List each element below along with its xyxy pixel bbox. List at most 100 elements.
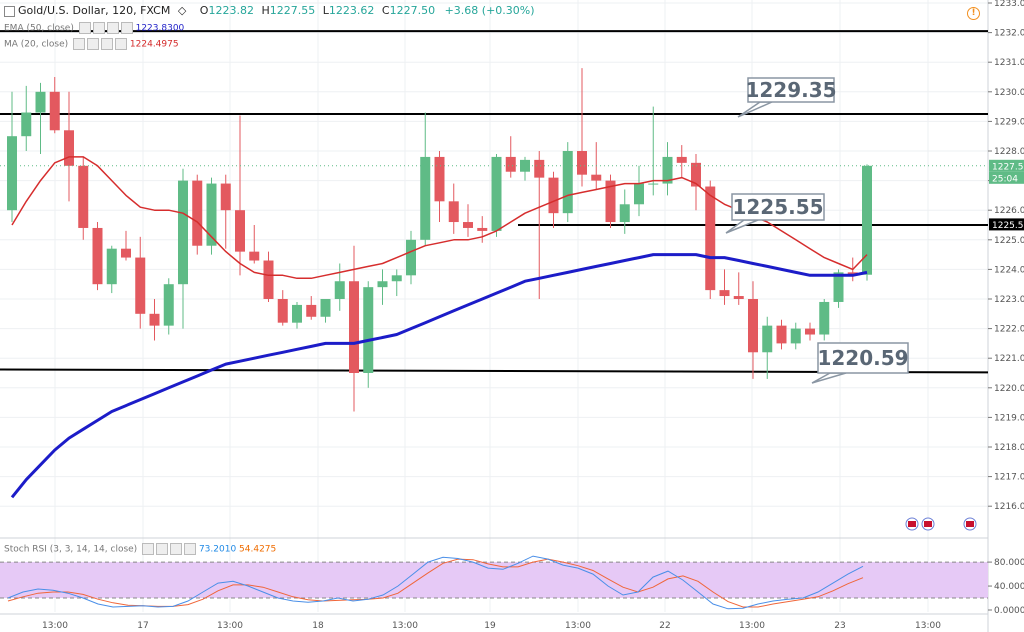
candle-bearish <box>705 186 716 291</box>
close-value: 1227.50 <box>389 4 436 17</box>
close-icon[interactable] <box>120 22 133 34</box>
price-label: 1230.00 <box>994 88 1024 98</box>
lock-icon[interactable] <box>106 22 119 34</box>
stoch-rsi-band <box>0 561 988 599</box>
price-label: 1223.00 <box>994 295 1024 305</box>
symbol-legend: Gold/U.S. Dollar, 120, FXCM ◇ O1223.82 H… <box>18 4 535 17</box>
last-price-label: 1227.50 <box>992 162 1024 172</box>
candle-bullish <box>648 183 659 185</box>
candle-bullish <box>320 299 331 317</box>
level-tag <box>989 218 1024 231</box>
ma-line <box>11 156 868 280</box>
stoch-d-value: 54.4275 <box>239 544 277 555</box>
ema-line <box>10 253 868 499</box>
candle-bearish <box>477 227 488 231</box>
time-label: 17 <box>137 621 148 631</box>
price-label: 1216.00 <box>994 502 1024 512</box>
callout-box <box>817 342 909 374</box>
stoch-legend[interactable]: Stoch RSI (3, 3, 14, 14, close) 73.2010 … <box>4 543 276 555</box>
candle-bearish <box>235 210 245 252</box>
collapse-icon[interactable] <box>4 6 15 17</box>
candle-bullish <box>106 248 117 285</box>
candle-bearish <box>463 222 473 228</box>
countdown-label: 25:04 <box>992 174 1018 184</box>
settings-icon[interactable] <box>156 543 169 555</box>
price-label: 1231.00 <box>994 58 1024 68</box>
candle-bullish <box>178 180 188 285</box>
price-annotations[interactable]: 1229.35 1225.55 1220.59 <box>725 77 909 384</box>
stoch-k-value: 73.2010 <box>198 544 237 555</box>
candlestick-series <box>0 68 988 412</box>
alert-icon[interactable]: ! <box>967 7 980 20</box>
economic-event-icon[interactable] <box>921 517 935 531</box>
axes: 1233.00 1232.00 1231.00 1230.00 1229.00 1228.… <box>42 0 1024 632</box>
economic-event-icon[interactable] <box>905 517 919 531</box>
visibility-icon[interactable] <box>78 22 91 34</box>
price-label: 1224.00 <box>994 265 1024 275</box>
visibility-icon[interactable] <box>73 38 86 50</box>
settings-icon[interactable] <box>92 22 105 34</box>
ma-value: 1224.4975 <box>129 39 179 50</box>
price-callout[interactable]: 1220.59 <box>811 342 909 384</box>
time-label: 13:00 <box>42 621 68 631</box>
economic-event-icon[interactable] <box>963 517 977 531</box>
price-label: 1225.00 <box>994 236 1024 246</box>
high-label: H <box>261 4 270 17</box>
flag-icon <box>924 521 932 527</box>
moving-average-lines <box>10 156 868 499</box>
time-label: 23 <box>834 621 845 631</box>
price-label: 1232.00 <box>994 29 1024 39</box>
open-value: 1223.82 <box>208 4 254 17</box>
candle-bullish <box>377 281 388 288</box>
stoch-band-fill <box>0 562 988 599</box>
candle-bullish <box>833 272 844 302</box>
close-icon[interactable] <box>115 38 128 50</box>
ema-legend[interactable]: EMA (50, close) 1223.8300 <box>4 22 184 34</box>
candle-bullish <box>634 183 644 205</box>
visibility-icon[interactable] <box>142 543 155 555</box>
stoch-axis-label: 40.0000 <box>994 582 1024 592</box>
stoch-label: Stoch RSI (3, 3, 14, 14, close) <box>4 544 138 555</box>
settings-icon[interactable] <box>87 38 100 50</box>
price-callout[interactable]: 1229.35 <box>737 77 837 118</box>
ma-legend[interactable]: MA (20, close) 1224.4975 <box>4 38 179 50</box>
price-label: 1219.00 <box>994 413 1024 423</box>
candle-bearish <box>192 180 203 246</box>
time-label: 13:00 <box>217 621 243 631</box>
candle-bearish <box>748 299 758 353</box>
ema-value: 1223.8300 <box>135 23 185 34</box>
candle-bearish <box>548 177 559 214</box>
candle-bearish <box>92 227 103 285</box>
time-label: 13:00 <box>739 621 765 631</box>
candle-bullish <box>391 275 402 282</box>
candle-bullish <box>662 156 673 184</box>
ema-label: EMA (50, close) <box>4 23 74 34</box>
callout-label: 1229.35 <box>745 78 836 102</box>
candle-bullish <box>292 304 302 323</box>
stoch-axis-label: 80.0000 <box>994 558 1024 568</box>
candle-bearish <box>605 180 616 223</box>
candle-bearish <box>448 201 459 223</box>
time-label: 13:00 <box>915 621 941 631</box>
lock-icon[interactable] <box>101 38 114 50</box>
event-icons[interactable] <box>905 517 977 531</box>
candle-bearish <box>249 251 260 261</box>
candle-bullish <box>762 325 773 353</box>
price-label: 1217.00 <box>994 473 1024 483</box>
candle-bullish <box>206 183 217 246</box>
price-callout[interactable]: 1225.55 <box>725 193 825 234</box>
candle-bearish <box>121 248 131 258</box>
time-label: 19 <box>484 621 496 631</box>
candle-bullish <box>363 287 374 373</box>
candle-bearish <box>534 159 545 178</box>
candle-bearish <box>591 174 602 181</box>
close-label: C <box>381 4 390 17</box>
candle-bullish <box>491 156 502 231</box>
price-label: 1220.00 <box>994 384 1024 394</box>
candle-bullish <box>619 204 630 223</box>
close-icon[interactable] <box>184 543 197 555</box>
change-value: +3.68 (+0.30%) <box>444 4 535 17</box>
price-axis-background <box>989 0 1024 632</box>
lock-icon[interactable] <box>170 543 183 555</box>
